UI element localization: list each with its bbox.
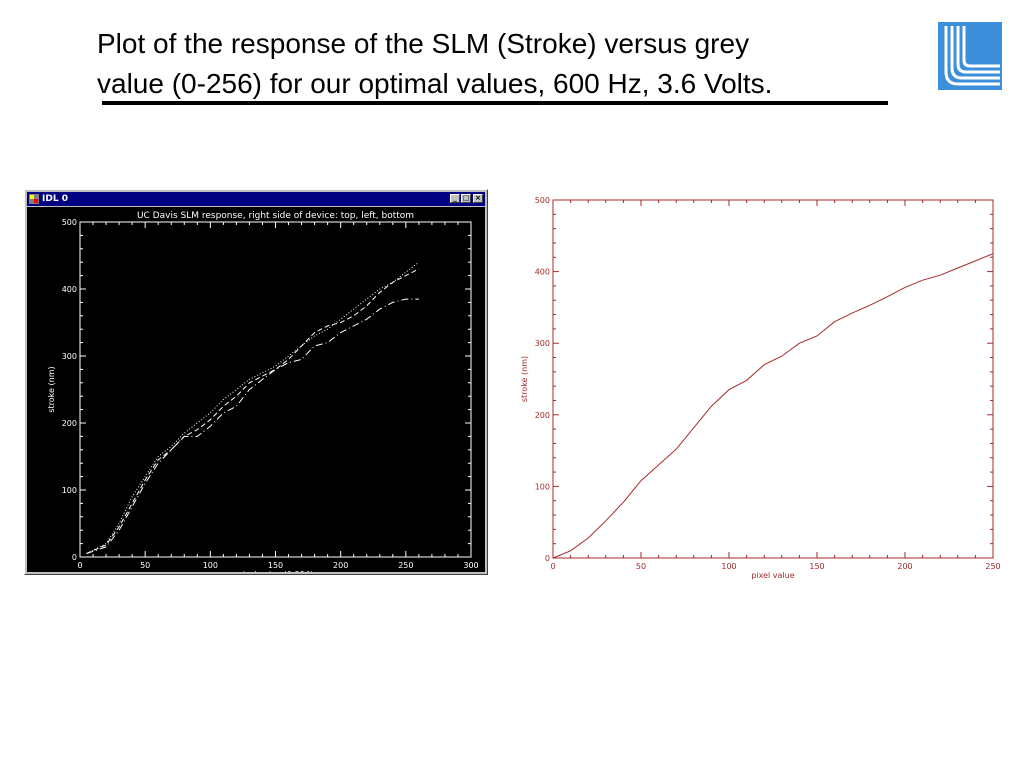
chart2-ytick-label: 400 [535, 268, 550, 277]
chart1-series-3-line [86, 298, 419, 555]
chart2-ylabel: stroke (nm) [520, 356, 529, 402]
idl-plot-window[interactable]: IDL 0 _ □ × UC Davis SLM response, right… [24, 189, 488, 575]
chart2-xtick-label: 250 [985, 562, 1000, 571]
chart2-series-1-line [552, 253, 994, 559]
chart2-ytick-label: 0 [545, 554, 550, 563]
chart1-ytick-label: 500 [62, 218, 77, 227]
chart1-series-2-line [86, 268, 420, 555]
chart1-ytick-label: 300 [62, 352, 77, 361]
chart1-xlabel: pixel value (0-254) [238, 570, 313, 572]
slide-title-line-2: value (0-256) for our optimal values, 60… [97, 68, 773, 99]
institution-logo [938, 22, 1002, 90]
chart2-ytick-label: 500 [535, 196, 550, 205]
idl-app-icon [29, 194, 39, 204]
chart1-title: UC Davis SLM response, right side of dev… [137, 211, 414, 221]
close-button[interactable]: × [473, 194, 483, 203]
chart2-xtick-label: 150 [809, 562, 824, 571]
chart2-xtick-label: 0 [550, 562, 555, 571]
chart1-ytick-label: 200 [62, 419, 77, 428]
maximize-button[interactable]: □ [461, 194, 471, 203]
chart2-ytick-label: 100 [535, 482, 550, 491]
minimize-button[interactable]: _ [450, 194, 460, 203]
chart2-plot-frame [552, 199, 994, 559]
chart1-xtick-label: 250 [398, 561, 413, 570]
title-underline [102, 101, 888, 105]
right-line-chart: 0 50 100 150 200 250 0 100 200 300 400 500 pixel val… [520, 196, 1001, 580]
chart1-ytick-label: 100 [62, 486, 77, 495]
left-line-chart: UC Davis SLM response, right side of dev… [47, 211, 479, 572]
chart1-xtick-label: 200 [333, 561, 348, 570]
chart2-xlabel: pixel value [751, 571, 794, 580]
chart2-ytick-label: 200 [535, 411, 550, 420]
chart1-xtick-label: 50 [140, 561, 150, 570]
chart2-xtick-label: 200 [897, 562, 912, 571]
chart1-ytick-label: 0 [72, 553, 77, 562]
chart2-ytick-label: 300 [535, 339, 550, 348]
slide-title: Plot of the response of the SLM (Stroke)… [97, 24, 937, 104]
window-title: IDL 0 [42, 194, 68, 204]
window-titlebar[interactable]: IDL 0 _ □ × [27, 192, 485, 206]
idl-plot-area: UC Davis SLM response, right side of dev… [27, 207, 485, 572]
chart1-ylabel: stroke (nm) [47, 366, 56, 412]
chart2-xtick-label: 50 [636, 562, 646, 571]
chart1-ytick-label: 400 [62, 285, 77, 294]
chart1-series-1-line [86, 261, 420, 555]
chart1-xtick-label: 300 [463, 561, 478, 570]
chart2-xtick-label: 100 [721, 562, 736, 571]
chart1-xtick-label: 150 [268, 561, 283, 570]
slide-title-line-1: Plot of the response of the SLM (Stroke)… [97, 28, 750, 59]
chart1-xtick-label: 0 [77, 561, 82, 570]
chart1-xtick-label: 100 [203, 561, 218, 570]
